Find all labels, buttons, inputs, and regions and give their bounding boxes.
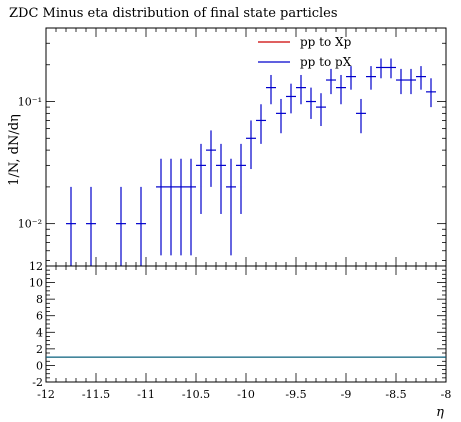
ratio-y-tick-label: 12 — [29, 260, 43, 273]
x-tick-label: -8.5 — [385, 388, 406, 401]
main-ticks — [45, 27, 447, 266]
x-tick-label: -8 — [441, 388, 452, 401]
legend: pp to Xp pp to pX — [258, 35, 352, 69]
main-panel: 10⁻² 10⁻¹ 1/N, dN/dη — [7, 27, 447, 267]
x-tick-label: -9 — [341, 388, 352, 401]
plot-title: ZDC Minus eta distribution of final stat… — [9, 6, 338, 21]
x-tick-label: -10 — [237, 388, 255, 401]
ratio-y-tick-label: 2 — [36, 343, 43, 356]
ratio-panel: -2 0 2 4 6 8 10 12 -12 -11.5 -11 -10.5 -10 -9.5 -9 -8.… — [29, 260, 451, 420]
main-data-series — [66, 58, 436, 266]
ratio-y-tick-label: 10 — [29, 277, 43, 290]
main-y-tick-label: 10⁻¹ — [18, 96, 42, 109]
ratio-ticks — [45, 265, 447, 383]
ratio-y-tick-label: -2 — [32, 376, 43, 389]
y-axis-label: 1/N, dN/dη — [7, 114, 22, 186]
x-tick-labels: -12 -11.5 -11 -10.5 -10 -9.5 -9 -8.5 -8 — [37, 388, 451, 401]
ratio-tick-labels: -2 0 2 4 6 8 10 12 — [29, 260, 43, 389]
ratio-y-tick-label: 8 — [36, 293, 43, 306]
x-tick-label: -9.5 — [285, 388, 306, 401]
ratio-y-tick-label: 4 — [36, 326, 43, 339]
ratio-panel-frame — [45, 265, 447, 383]
x-tick-label: -11.5 — [82, 388, 110, 401]
x-tick-label: -12 — [37, 388, 55, 401]
ratio-y-tick-label: 6 — [36, 310, 43, 323]
x-axis-label: η — [436, 405, 444, 420]
main-panel-frame — [45, 27, 447, 267]
legend-label-pp-to-xp: pp to Xp — [300, 35, 352, 49]
ratio-y-tick-label: 0 — [36, 359, 43, 372]
x-tick-label: -11 — [137, 388, 155, 401]
legend-label-pp-to-px: pp to pX — [300, 55, 352, 69]
x-tick-label: -10.5 — [182, 388, 210, 401]
series-pp-to-px — [66, 58, 436, 266]
main-y-tick-label: 10⁻² — [18, 218, 42, 231]
main-tick-labels: 10⁻² 10⁻¹ — [18, 96, 42, 231]
